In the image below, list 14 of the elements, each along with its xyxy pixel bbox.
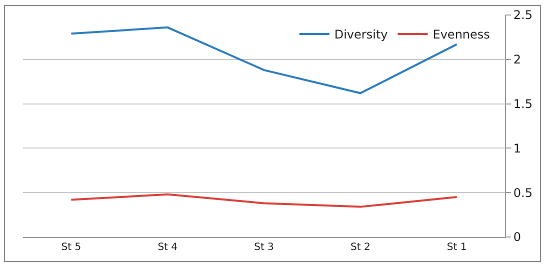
- y-tick-label: 2: [513, 52, 522, 67]
- y-tick-label: 1.5: [513, 97, 532, 111]
- y-tick-label: 0.5: [513, 186, 532, 200]
- y-tick-label: 1: [513, 141, 522, 156]
- x-tick-label: St 5: [61, 242, 82, 253]
- y-tick-label: 0: [513, 230, 522, 244]
- legend-label: Evenness: [432, 28, 490, 42]
- line-series: [70, 193, 458, 208]
- legend-label: Diversity: [334, 28, 388, 42]
- x-tick-label: St 2: [350, 242, 370, 253]
- x-tick-label: St 3: [254, 242, 274, 253]
- x-tick-label: St 1: [446, 242, 467, 253]
- y-tick-label: 2.5: [513, 8, 532, 22]
- x-tick-label: St 4: [158, 242, 178, 253]
